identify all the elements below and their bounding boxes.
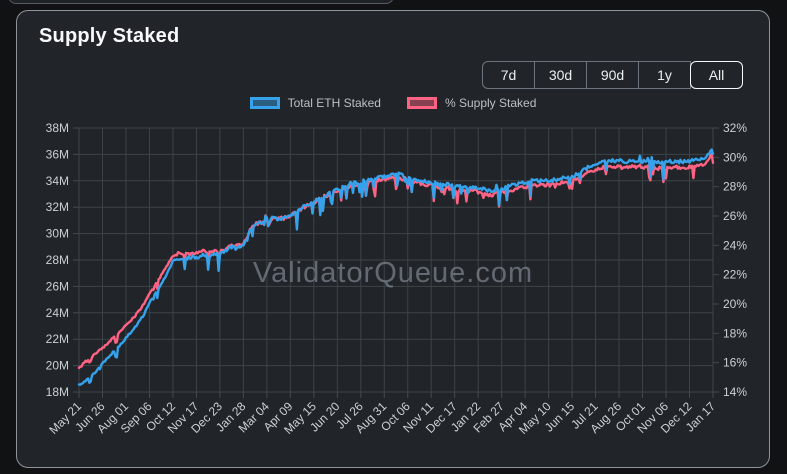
left-axis-tick-label: 30M [46,227,69,241]
legend-swatch [249,97,280,109]
right-axis-tick-label: 26% [723,209,747,223]
right-axis-tick-label: 28% [723,180,747,194]
right-axis-tick-label: 22% [723,268,747,282]
left-axis-tick-label: 20M [46,359,69,373]
chart-legend: Total ETH Staked % Supply Staked [17,96,769,110]
series-total-eth-staked [77,148,715,386]
left-axis-tick-label: 26M [46,279,69,293]
supply-staked-card: Supply Staked 7d 30d 90d 1y All Total ETH St… [16,10,770,468]
right-axis-tick-label: 30% [723,150,747,164]
right-axis-tick-label: 24% [723,238,747,252]
right-axis-tick-label: 32% [723,121,747,135]
right-axis-tick-label: 18% [723,326,747,340]
right-axis-tick-label: 20% [723,297,747,311]
legend-label: Total ETH Staked [287,96,381,110]
legend-swatch [406,97,437,109]
range-button-all[interactable]: All [690,61,743,89]
legend-label: % Supply Staked [444,96,537,110]
right-axis-tick-label: 14% [723,385,747,399]
left-axis-tick-label: 18M [46,385,69,399]
left-axis-tick-label: 34M [46,174,69,188]
legend-item-total-eth-staked[interactable]: Total ETH Staked [249,96,381,110]
left-axis-tick-label: 28M [46,253,69,267]
left-axis-tick-label: 38M [46,121,69,135]
legend-item-pct-supply-staked[interactable]: % Supply Staked [406,96,537,110]
supply-staked-chart-plot[interactable]: 38M 36M 34M 32M 30M 28M 26M 24M 22M 20M 18M 32% 30% 2… [17,11,771,469]
right-axis-tick-label: 16% [723,356,747,370]
card-above-bottom-edge [8,0,394,4]
left-axis-tick-label: 36M [46,147,69,161]
time-range-button-group: 7d 30d 90d 1y All [482,61,743,89]
chart-title: Supply Staked [39,25,180,47]
left-axis-tick-label: 32M [46,200,69,214]
left-axis-tick-label: 22M [46,332,69,346]
left-axis-tick-label: 24M [46,306,69,320]
